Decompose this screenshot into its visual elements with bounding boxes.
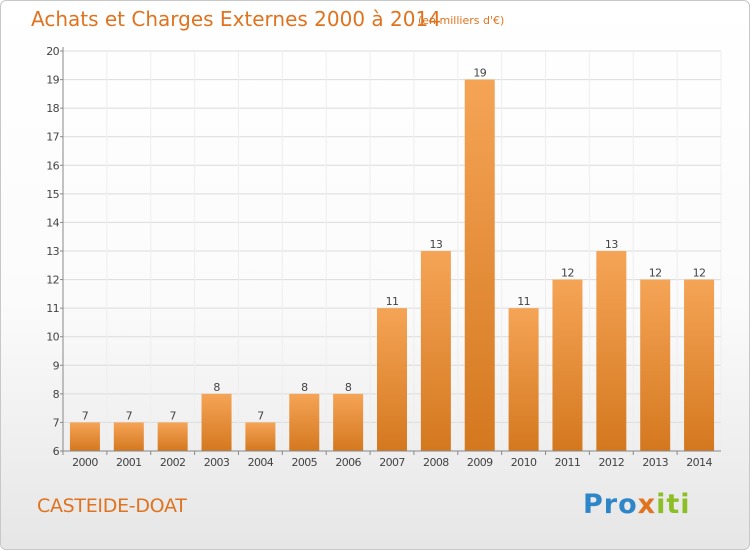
y-tick-label: 10 (46, 331, 59, 344)
bar-value-label: 7 (82, 409, 89, 422)
bar (113, 422, 144, 451)
labels: 6 7 8 9 10 11 12 13 14 15 16 17 18 19 20 7 2000 7 2001 7 200… (46, 45, 713, 469)
bar (464, 79, 495, 452)
bar (333, 393, 364, 451)
x-tick-label: 2005 (291, 456, 317, 469)
x-tick-label: 2013 (642, 456, 668, 469)
bar-value-label: 11 (517, 295, 530, 308)
y-tick-label: 12 (46, 274, 59, 287)
bar (508, 308, 539, 451)
bar (640, 279, 671, 451)
x-tick-label: 2011 (555, 456, 581, 469)
y-tick-label: 17 (46, 131, 59, 144)
x-tick-label: 2010 (511, 456, 537, 469)
bars (69, 79, 715, 452)
bar-value-label: 8 (301, 381, 308, 394)
bar-value-label: 8 (213, 381, 220, 394)
y-tick-label: 15 (46, 188, 59, 201)
y-tick-label: 14 (46, 216, 59, 229)
y-tick-label: 6 (53, 445, 60, 458)
y-tick-label: 18 (46, 102, 59, 115)
commune-name: CASTEIDE-DOAT (37, 495, 187, 517)
bar (377, 308, 407, 451)
y-tick-label: 19 (46, 74, 59, 87)
proxiti-logo: Proxiti (583, 489, 691, 520)
y-tick-label: 16 (46, 159, 59, 172)
bar (201, 393, 232, 451)
axes (60, 47, 721, 455)
x-tick-label: 2012 (599, 456, 625, 469)
bar-value-label: 7 (257, 409, 264, 422)
x-tick-label: 2008 (423, 456, 449, 469)
bar (420, 251, 451, 451)
bar-value-label: 13 (429, 238, 442, 251)
bar-value-label: 12 (561, 267, 574, 280)
y-tick-label: 9 (53, 359, 60, 372)
chart-subtitle: (en milliers d'€) (418, 14, 505, 27)
x-tick-label: 2001 (116, 456, 142, 469)
bar-value-label: 13 (605, 238, 618, 251)
chart-title: Achats et Charges Externes 2000 à 2014 (31, 7, 441, 31)
y-tick-label: 8 (53, 388, 60, 401)
bar-value-label: 11 (386, 295, 399, 308)
bar (289, 393, 320, 451)
bar (684, 279, 715, 451)
bar-value-label: 12 (693, 267, 706, 280)
y-tick-label: 20 (46, 45, 59, 58)
bar (245, 422, 276, 451)
y-tick-label: 7 (53, 416, 60, 429)
x-tick-label: 2006 (335, 456, 361, 469)
x-tick-label: 2004 (248, 456, 274, 469)
bar (157, 422, 188, 451)
y-tick-label: 13 (46, 245, 59, 258)
x-tick-label: 2002 (160, 456, 186, 469)
bar-value-label: 7 (169, 409, 176, 422)
bar (552, 279, 583, 451)
bar-value-label: 19 (473, 67, 486, 80)
bar-value-label: 7 (126, 409, 133, 422)
x-tick-label: 2003 (204, 456, 230, 469)
bar (69, 422, 100, 451)
y-tick-label: 11 (46, 302, 59, 315)
x-tick-label: 2000 (72, 456, 98, 469)
x-tick-label: 2007 (379, 456, 405, 469)
bar-value-label: 8 (345, 381, 352, 394)
x-tick-label: 2014 (686, 456, 712, 469)
bar-value-label: 12 (649, 267, 662, 280)
x-tick-label: 2009 (467, 456, 493, 469)
bar (596, 251, 627, 451)
